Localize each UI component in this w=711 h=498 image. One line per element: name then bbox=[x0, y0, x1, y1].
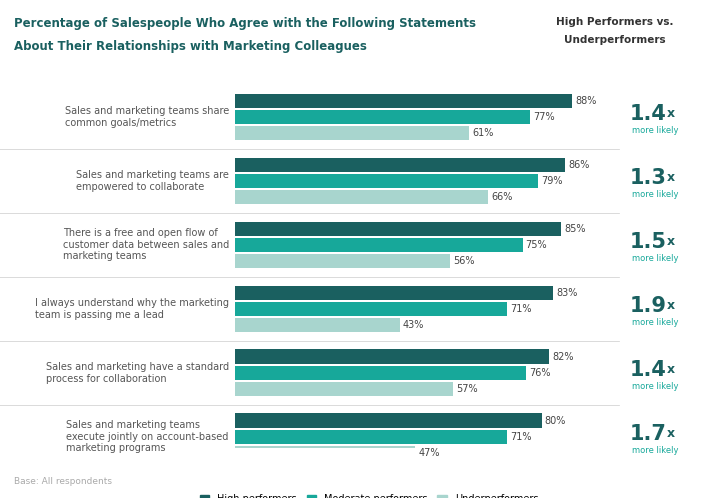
Text: 56%: 56% bbox=[453, 256, 474, 266]
Legend: High performers, Moderate performers, Underperformers: High performers, Moderate performers, Un… bbox=[196, 490, 542, 498]
Text: x: x bbox=[667, 107, 675, 120]
Bar bbox=[235, 350, 550, 364]
Bar bbox=[235, 285, 553, 300]
Text: 61%: 61% bbox=[472, 128, 493, 138]
Text: Sales and marketing teams
execute jointly on account-based
marketing programs: Sales and marketing teams execute jointl… bbox=[67, 420, 229, 453]
Text: more likely: more likely bbox=[632, 190, 678, 199]
Text: 1.4: 1.4 bbox=[630, 360, 667, 379]
Text: 82%: 82% bbox=[552, 352, 574, 362]
Text: more likely: more likely bbox=[632, 318, 678, 327]
Text: 1.7: 1.7 bbox=[630, 424, 667, 444]
Text: Base: All respondents: Base: All respondents bbox=[14, 477, 112, 486]
Text: Sales and marketing have a standard
process for collaboration: Sales and marketing have a standard proc… bbox=[46, 362, 229, 383]
Text: Percentage of Salespeople Who Agree with the Following Statements: Percentage of Salespeople Who Agree with… bbox=[14, 17, 476, 30]
Text: 77%: 77% bbox=[533, 112, 555, 122]
Bar bbox=[235, 318, 400, 332]
Text: 1.3: 1.3 bbox=[630, 168, 667, 188]
Bar bbox=[235, 174, 538, 188]
Bar bbox=[235, 157, 565, 172]
Text: About Their Relationships with Marketing Colleagues: About Their Relationships with Marketing… bbox=[14, 40, 367, 53]
Text: more likely: more likely bbox=[632, 254, 678, 263]
Text: 76%: 76% bbox=[530, 368, 551, 378]
Text: x: x bbox=[667, 363, 675, 376]
Text: Sales and marketing teams share
common goals/metrics: Sales and marketing teams share common g… bbox=[65, 106, 229, 127]
Text: 86%: 86% bbox=[568, 160, 589, 170]
Bar bbox=[235, 126, 469, 140]
Text: x: x bbox=[667, 299, 675, 312]
Text: 71%: 71% bbox=[510, 432, 532, 442]
Bar bbox=[235, 302, 507, 316]
Bar bbox=[235, 366, 526, 380]
Text: 66%: 66% bbox=[491, 192, 513, 202]
Text: more likely: more likely bbox=[632, 381, 678, 391]
Text: 71%: 71% bbox=[510, 304, 532, 314]
Bar bbox=[235, 238, 523, 252]
Text: Underperformers: Underperformers bbox=[565, 35, 665, 45]
Text: 80%: 80% bbox=[545, 415, 566, 426]
Text: 1.9: 1.9 bbox=[630, 296, 667, 316]
Bar bbox=[235, 222, 561, 236]
Text: x: x bbox=[667, 171, 675, 184]
Text: 83%: 83% bbox=[557, 288, 578, 298]
Bar bbox=[235, 254, 449, 268]
Text: x: x bbox=[667, 427, 675, 440]
Text: 47%: 47% bbox=[418, 448, 439, 458]
Text: x: x bbox=[667, 235, 675, 248]
Text: I always understand why the marketing
team is passing me a lead: I always understand why the marketing te… bbox=[35, 298, 229, 320]
Text: more likely: more likely bbox=[632, 126, 678, 135]
Bar bbox=[235, 382, 454, 396]
Text: 88%: 88% bbox=[576, 96, 597, 106]
Text: High Performers vs.: High Performers vs. bbox=[556, 17, 674, 27]
Text: 57%: 57% bbox=[456, 384, 479, 394]
Text: 75%: 75% bbox=[525, 240, 547, 250]
Text: 1.4: 1.4 bbox=[630, 104, 667, 124]
Bar bbox=[235, 110, 530, 124]
Text: 43%: 43% bbox=[403, 320, 424, 330]
Text: 1.5: 1.5 bbox=[630, 232, 667, 251]
Text: Sales and marketing teams are
empowered to collaborate: Sales and marketing teams are empowered … bbox=[76, 170, 229, 192]
Bar bbox=[235, 190, 488, 204]
Text: 79%: 79% bbox=[541, 176, 562, 186]
Bar bbox=[235, 413, 542, 428]
Text: There is a free and open flow of
customer data between sales and
marketing teams: There is a free and open flow of custome… bbox=[63, 228, 229, 261]
Bar bbox=[235, 446, 415, 460]
Text: 85%: 85% bbox=[564, 224, 586, 234]
Text: more likely: more likely bbox=[632, 446, 678, 455]
Bar bbox=[235, 94, 572, 108]
Bar bbox=[235, 430, 507, 444]
